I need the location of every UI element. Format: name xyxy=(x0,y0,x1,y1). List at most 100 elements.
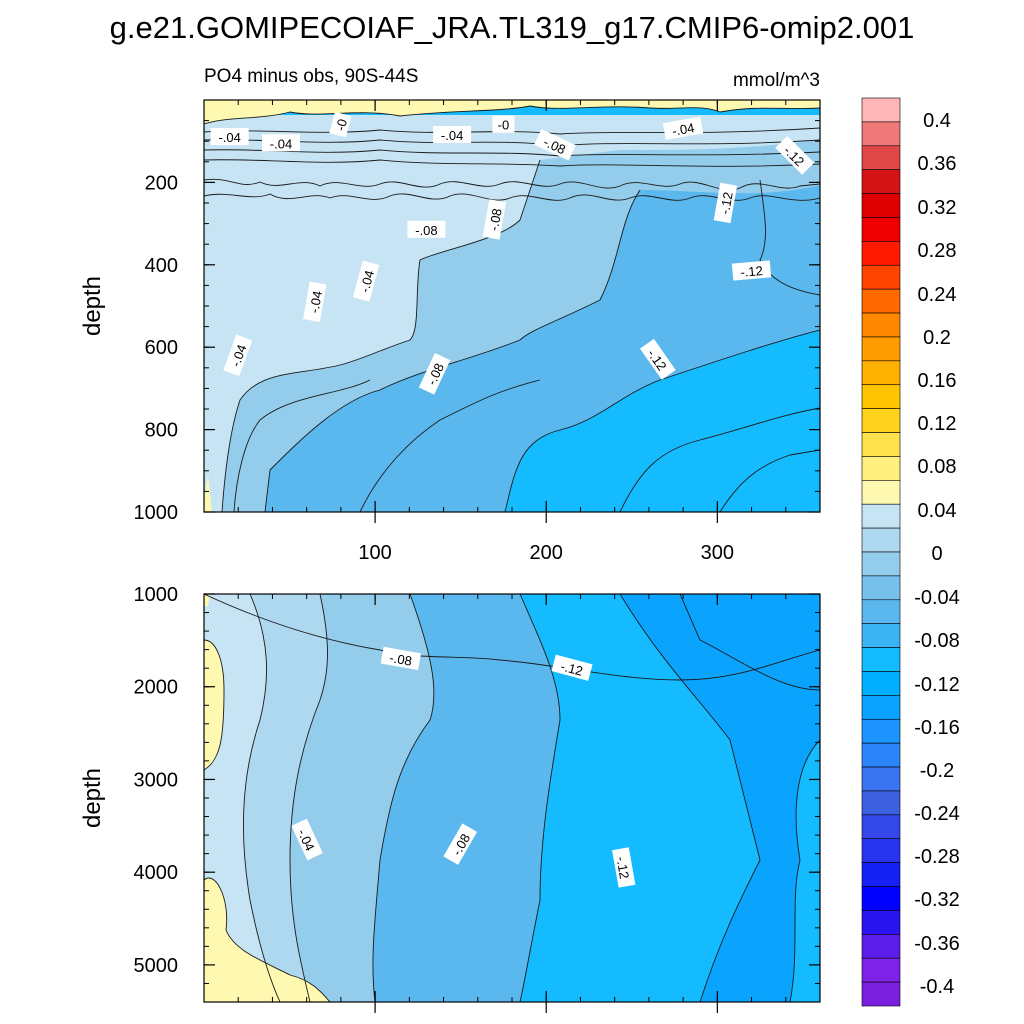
lower-contour-label: -.12 xyxy=(612,847,636,888)
upper-ylabel: depth xyxy=(79,276,106,336)
upper-contour-label-text: -.08 xyxy=(486,207,505,232)
figure-title: g.e21.GOMIPECOIAF_JRA.TL319_g17.CMIP6-om… xyxy=(110,10,915,45)
colorbar-box xyxy=(861,384,901,409)
upper-y-tick-label: 600 xyxy=(145,337,178,359)
upper-contour-label: -.12 xyxy=(713,182,738,224)
upper-contour-labels: -.04 -.04-0-.04-0-.08-.04-.12-.12-.08-.08… xyxy=(210,111,815,395)
colorbar: 0.4 0.36 0.32 0.28 0.24 0.2 0.16 0.12 0.08 0.04 0 -… xyxy=(861,97,960,1007)
colorbar-box xyxy=(861,718,901,744)
upper-x-tick-label: 300 xyxy=(701,542,734,564)
colorbar-box xyxy=(861,671,901,696)
upper-contour-label: -.04 xyxy=(352,260,380,302)
colorbar-box xyxy=(861,910,901,935)
upper-y-tick-label: 200 xyxy=(145,172,178,194)
colorbar-label: -0.32 xyxy=(914,889,960,911)
upper-contour-label: -.04 xyxy=(223,334,253,377)
colorbar-label: -0.12 xyxy=(914,674,960,696)
upper-x-ticks: 100 200 300 xyxy=(237,100,787,564)
colorbar-label: -0.36 xyxy=(914,933,960,955)
upper-contour-label: -.08 xyxy=(407,220,446,238)
upper-contour-label-text: -.04 xyxy=(306,290,325,315)
upper-contour-label: -.04 xyxy=(433,126,472,144)
upper-contour-label-text: -.04 xyxy=(228,343,250,369)
colorbar-label: 0.08 xyxy=(918,456,957,478)
colorbar-label: -0.08 xyxy=(914,630,960,652)
colorbar-box xyxy=(861,288,901,314)
upper-subtitle-left: PO4 minus obs, 90S-44S xyxy=(204,66,418,87)
colorbar-box xyxy=(861,145,901,170)
colorbar-box xyxy=(861,862,901,887)
colorbar-boxes xyxy=(861,97,901,1007)
upper-contour-label: -0 xyxy=(492,115,515,133)
upper-contour-label-text: -0 xyxy=(333,117,350,132)
colorbar-box xyxy=(861,886,901,911)
colorbar-box xyxy=(861,193,901,218)
colorbar-label: 0.4 xyxy=(923,110,951,132)
colorbar-box xyxy=(861,551,901,577)
colorbar-label: -0.24 xyxy=(914,803,960,825)
colorbar-label: -0.4 xyxy=(920,976,954,998)
colorbar-label: 0.12 xyxy=(918,413,957,435)
upper-contour-label: -.12 xyxy=(731,260,772,281)
colorbar-label: 0.32 xyxy=(918,197,957,219)
colorbar-box xyxy=(861,503,901,529)
colorbar-label: -0.04 xyxy=(914,587,960,609)
lower-y-ticks: 1000 2000 3000 4000 5000 xyxy=(134,584,820,1003)
colorbar-box xyxy=(861,957,901,983)
lower-contour-label-text: -.08 xyxy=(388,650,413,669)
upper-contour-label-text: -.04 xyxy=(357,269,377,295)
upper-contour-label: -.04 xyxy=(662,116,704,141)
lower-y-tick-label: 4000 xyxy=(134,862,179,884)
colorbar-box xyxy=(861,742,901,768)
upper-contour-label: -.08 xyxy=(482,199,507,240)
colorbar-box xyxy=(861,432,901,457)
lower-contour-label-text: -.12 xyxy=(559,659,585,679)
lower-contour-labels: -.08 -.12-.04 -.08-.12 xyxy=(291,646,636,888)
colorbar-box xyxy=(861,766,901,792)
colorbar-box xyxy=(861,121,901,147)
upper-contour-label-text: -.04 xyxy=(218,130,240,145)
colorbar-box xyxy=(861,336,901,362)
lower-y-tick-label: 2000 xyxy=(134,677,179,699)
upper-contour-label-text: -.04 xyxy=(270,136,292,151)
colorbar-label: 0.16 xyxy=(918,370,957,392)
colorbar-box xyxy=(861,575,901,601)
colorbar-label: 0.24 xyxy=(918,284,957,306)
colorbar-box xyxy=(861,623,901,648)
colorbar-box xyxy=(861,838,901,863)
upper-contour-label-text: -.04 xyxy=(671,120,696,139)
upper-contour-label-text: -0 xyxy=(498,118,510,133)
colorbar-box xyxy=(861,312,901,338)
upper-y-tick-label: 400 xyxy=(145,255,178,277)
colorbar-box xyxy=(861,814,901,840)
lower-panel: -.08 -.12-.04 -.08-.12 1000200030004000500… xyxy=(79,584,821,1013)
upper-contour-label-text: -.12 xyxy=(740,263,764,280)
colorbar-box xyxy=(861,360,901,386)
upper-panel: PO4 minus obs, 90S-44S mmol/m^3 xyxy=(79,66,821,564)
colorbar-label: 0.2 xyxy=(923,327,951,349)
colorbar-label: 0.36 xyxy=(918,153,957,175)
colorbar-box xyxy=(861,217,901,242)
upper-contour-field: -.04 -.04-0-.04-0-.08-.04-.12-.12-.08-.08… xyxy=(204,100,820,512)
colorbar-box xyxy=(861,97,901,123)
colorbar-box xyxy=(861,695,901,720)
colorbar-box xyxy=(861,934,901,959)
upper-contour-label: -0 xyxy=(329,111,352,138)
colorbar-box xyxy=(861,456,901,481)
lower-x-ticks xyxy=(237,594,787,1013)
colorbar-label: -0.2 xyxy=(920,760,954,782)
upper-x-tick-label: 100 xyxy=(358,542,391,564)
lower-contour-label-text: -.12 xyxy=(613,855,632,880)
upper-y-tick-label: 800 xyxy=(145,420,178,442)
lower-y-tick-label: 1000 xyxy=(134,584,179,606)
colorbar-box xyxy=(861,599,901,624)
colorbar-labels: 0.4 0.36 0.32 0.28 0.24 0.2 0.16 0.12 0.08 0.04 0 -… xyxy=(914,110,960,998)
colorbar-box xyxy=(861,408,901,433)
colorbar-box xyxy=(861,169,901,194)
colorbar-label: 0.04 xyxy=(918,500,957,522)
colorbar-label: 0 xyxy=(931,543,942,565)
upper-subtitle-right: mmol/m^3 xyxy=(733,70,820,91)
lower-y-tick-label: 5000 xyxy=(134,955,179,977)
upper-contour-label: -.04 xyxy=(262,134,300,152)
